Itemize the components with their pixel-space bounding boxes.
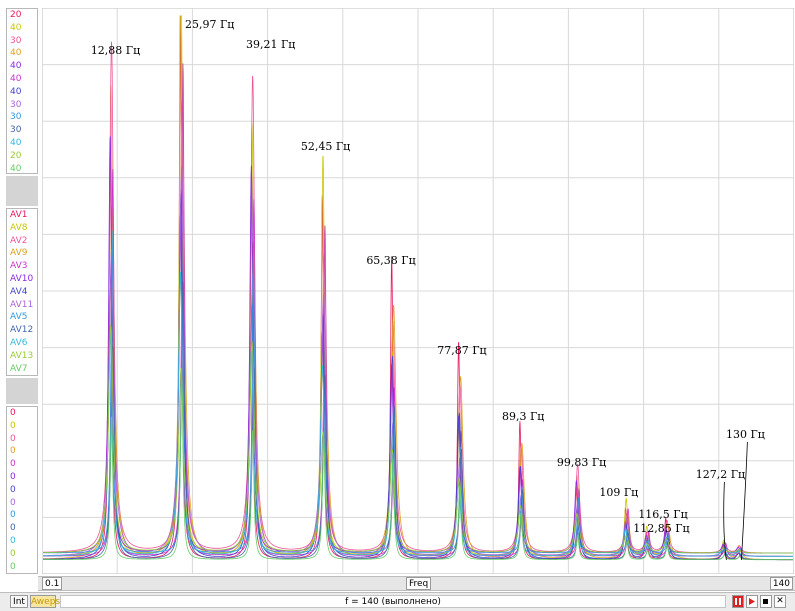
channel-list: AV1 AV8 AV2 AV9 AV3 AV10 AV4 AV11 AV5 AV12 AV6 AV13… xyxy=(6,208,38,376)
x-axis-bar: 0.1 Freq 140 xyxy=(38,576,795,591)
play-icon[interactable] xyxy=(746,595,758,608)
peak-label: 77,87 Гц xyxy=(437,344,486,357)
zero-value: 0 xyxy=(10,433,16,444)
status-bar: Int Aweps f = 140 (выполнено) ✕ xyxy=(0,592,795,611)
scale-value: 40 xyxy=(10,137,22,148)
peak-label: 52,45 Гц xyxy=(301,140,350,153)
channel-item[interactable]: AV9 xyxy=(10,248,28,259)
scale-value: 40 xyxy=(10,86,22,97)
peak-label: 99,83 Гц xyxy=(557,456,606,469)
channel-item[interactable]: AV2 xyxy=(10,235,28,246)
scale-value: 30 xyxy=(10,35,22,46)
scale-value: 20 xyxy=(10,10,22,20)
channel-item[interactable]: AV10 xyxy=(10,273,34,284)
channel-item[interactable]: AV13 xyxy=(10,350,34,361)
series-line xyxy=(43,281,793,561)
channel-item[interactable]: AV11 xyxy=(10,299,34,310)
zero-value: 0 xyxy=(10,459,16,470)
channel-item[interactable]: AV4 xyxy=(10,286,28,297)
series-line xyxy=(43,373,793,561)
zero-value: 0 xyxy=(10,548,16,559)
peak-label: 65,38 Гц xyxy=(366,254,415,267)
scale-value: 40 xyxy=(10,163,22,174)
scale-value: 30 xyxy=(10,125,22,136)
peak-label: 25,97 Гц xyxy=(185,18,234,31)
channel-item[interactable]: AV7 xyxy=(10,363,28,374)
label-leader-line xyxy=(723,481,727,561)
close-icon[interactable]: ✕ xyxy=(774,595,786,608)
channel-item[interactable]: AV1 xyxy=(10,210,28,220)
scale-value: 40 xyxy=(10,61,22,72)
int-button[interactable]: Int xyxy=(10,595,28,608)
channel-item[interactable]: AV12 xyxy=(10,325,34,336)
scale-value: 30 xyxy=(10,112,22,123)
series-group xyxy=(43,15,793,561)
grid-lines xyxy=(42,8,794,574)
zero-value: 0 xyxy=(10,408,16,418)
label-leader-line xyxy=(740,441,748,561)
channel-item[interactable]: AV5 xyxy=(10,312,28,323)
peak-label: 112,85 Гц xyxy=(633,522,689,535)
peak-label: 127,2 Гц xyxy=(696,468,745,481)
peak-label: 39,21 Гц xyxy=(246,38,295,51)
peak-label: 109 Гц xyxy=(599,486,638,499)
zero-value: 0 xyxy=(10,420,16,431)
zero-value: 0 xyxy=(10,484,16,495)
scale-value: 30 xyxy=(10,99,22,110)
legend-separator xyxy=(6,176,38,206)
scale-value: 40 xyxy=(10,73,22,84)
stop-icon[interactable] xyxy=(760,595,772,608)
channel-legend-panel: 20 40 30 40 40 40 40 30 30 30 40 20 40 AV1 AV8 AV2 AV9 A… xyxy=(6,8,38,574)
peak-label: 89,3 Гц xyxy=(502,410,544,423)
legend-separator xyxy=(6,378,38,404)
zero-value: 0 xyxy=(10,446,16,457)
series-line xyxy=(43,325,793,554)
peak-label: 130 Гц xyxy=(726,428,765,441)
zero-value: 0 xyxy=(10,561,16,572)
scale-value: 20 xyxy=(10,150,22,161)
status-text: f = 140 (выполнено) xyxy=(60,595,726,608)
x-axis-max-label: 140 xyxy=(769,577,793,590)
channel-item[interactable]: AV6 xyxy=(10,337,28,348)
zero-value: 0 xyxy=(10,535,16,546)
scale-value: 40 xyxy=(10,48,22,59)
channel-item[interactable]: AV3 xyxy=(10,261,28,272)
x-axis-name[interactable]: Freq xyxy=(406,577,432,590)
zero-value: 0 xyxy=(10,497,16,508)
x-axis-min-label: 0.1 xyxy=(42,577,63,590)
zero-value: 0 xyxy=(10,471,16,482)
spectrum-chart[interactable]: 12,88 Гц 25,97 Гц 39,21 Гц 52,45 Гц 65,38 Гц… xyxy=(42,8,794,574)
pause-icon[interactable] xyxy=(732,595,744,608)
peak-label: 12,88 Гц xyxy=(91,44,140,57)
peak-labels: 12,88 Гц 25,97 Гц 39,21 Гц 52,45 Гц 65,38 Гц… xyxy=(91,18,765,561)
zero-value: 0 xyxy=(10,510,16,521)
mode-button[interactable]: Aweps xyxy=(30,595,61,608)
peak-label: 116,5 Гц xyxy=(638,508,687,521)
scale-values-list: 20 40 30 40 40 40 40 30 30 30 40 20 40 xyxy=(6,8,38,174)
scale-value: 40 xyxy=(10,22,22,33)
channel-item[interactable]: AV8 xyxy=(10,222,28,233)
series-line xyxy=(43,230,793,554)
zero-value: 0 xyxy=(10,523,16,534)
